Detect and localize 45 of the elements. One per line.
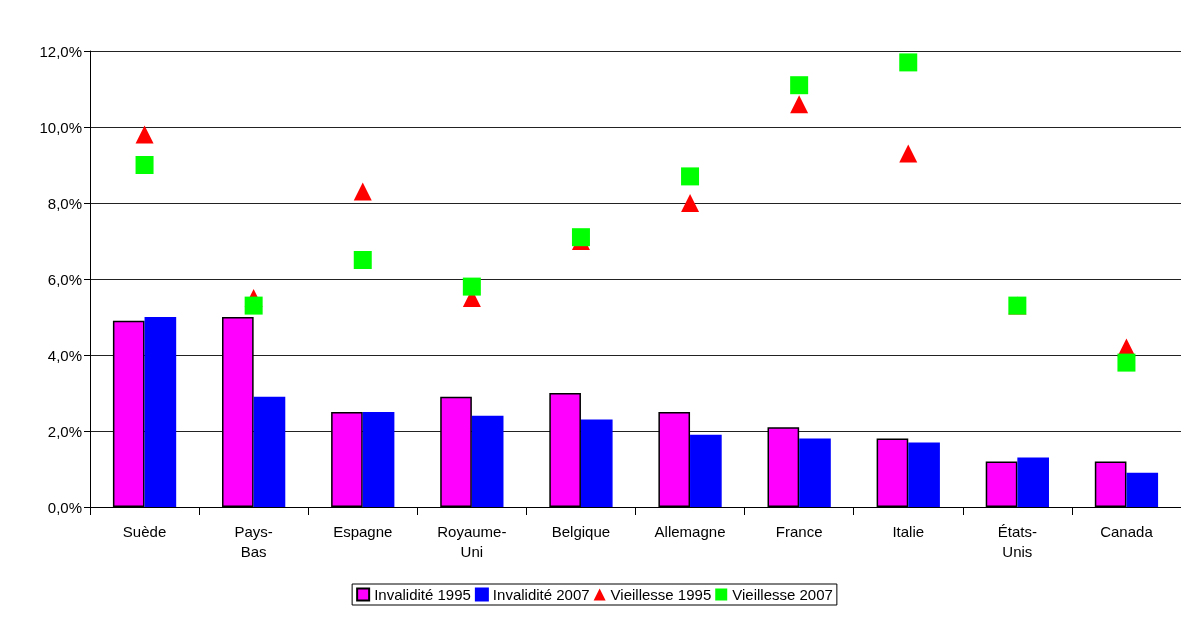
point (135, 156, 154, 174)
bar (580, 419, 613, 507)
legend-label: Vieillesse 2007 (732, 586, 833, 603)
bar (1126, 472, 1159, 507)
x-tick-label: Espagne (333, 522, 393, 540)
point (790, 95, 809, 114)
point (244, 296, 263, 315)
y-tick-label: 4,0% (47, 346, 82, 364)
x-tick-label: Royaume-Uni (437, 522, 507, 560)
x-tick-label: Suède (122, 522, 167, 540)
legend-label: Invalidité 2007 (492, 586, 590, 603)
y-tick-label: 2,0% (47, 422, 82, 440)
point (571, 228, 590, 247)
x-tick-label: Belgique (551, 522, 611, 540)
bar (471, 415, 504, 507)
legend-label: Invalidité 1995 (374, 586, 471, 603)
bar (908, 442, 940, 507)
point (135, 125, 154, 144)
bar (1017, 457, 1049, 507)
y-tick-label: 8,0% (47, 194, 82, 212)
x-tick-label: France (775, 522, 823, 540)
x-tick-label: États-Unis (997, 522, 1037, 560)
legend-label: Vieillesse 1995 (610, 586, 712, 603)
x-tick-label: Pays-Bas (234, 522, 273, 560)
x-tick-label: Canada (1100, 522, 1154, 540)
point (790, 76, 809, 95)
y-tick-label: 10,0% (39, 118, 82, 136)
y-tick-label: 0,0% (47, 498, 82, 516)
bar (690, 434, 722, 507)
bar (144, 317, 177, 507)
point (681, 167, 700, 186)
bar (799, 438, 831, 507)
point (899, 53, 918, 72)
point (681, 194, 700, 212)
point (462, 277, 481, 296)
y-tick-label: 12,0% (39, 42, 82, 60)
point (353, 182, 372, 201)
x-tick-label: Allemagne (654, 522, 726, 540)
x-tick-label: Italie (892, 522, 925, 540)
point (899, 144, 918, 163)
point (353, 251, 372, 269)
y-tick-label: 6,0% (47, 270, 82, 288)
bar (253, 396, 286, 507)
point (1117, 353, 1136, 372)
bar (362, 412, 395, 507)
